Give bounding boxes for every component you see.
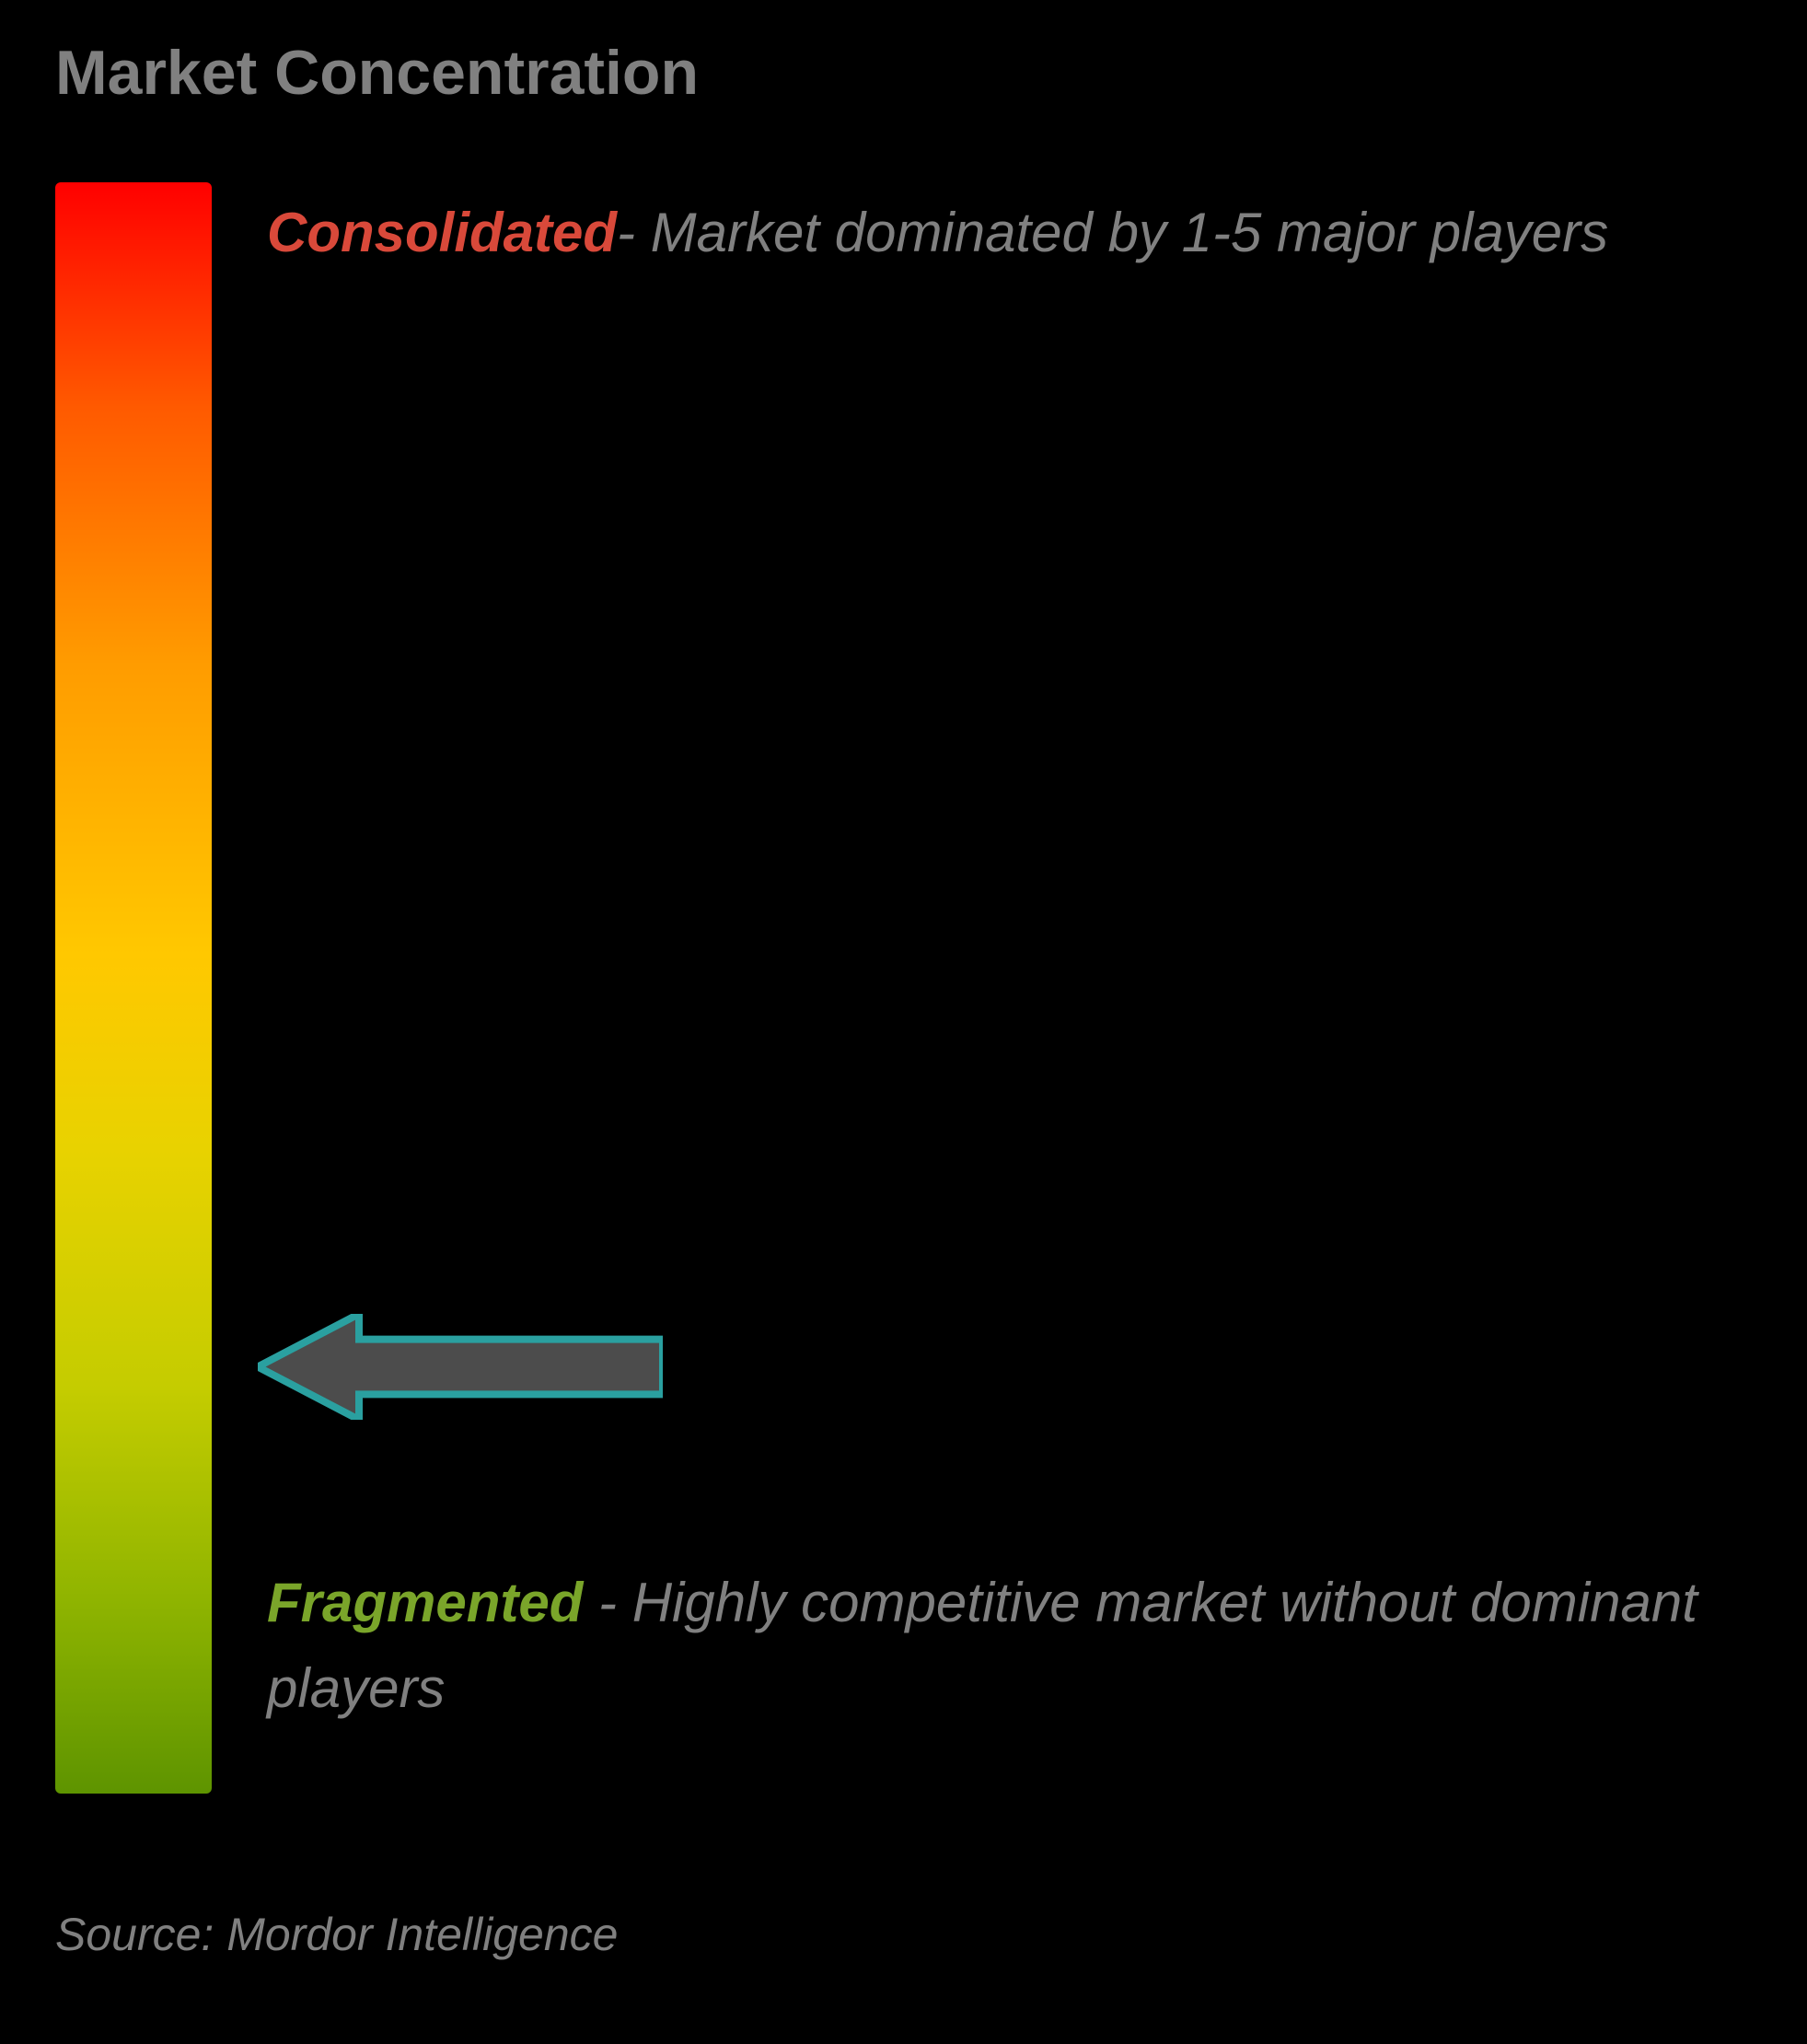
concentration-gradient-bar: [55, 182, 212, 1794]
consolidated-term: Consolidated: [267, 202, 617, 263]
chart-title: Market Concentration: [55, 37, 1761, 109]
fragmented-label: Fragmented - Highly competitive market w…: [267, 1560, 1724, 1731]
arrow-left-icon: [258, 1314, 663, 1420]
source-name: Mordor Intelligence: [226, 1909, 618, 1960]
labels-column: Consolidated- Market dominated by 1-5 ma…: [267, 182, 1761, 1794]
source-prefix: Source:: [55, 1909, 226, 1960]
fragmented-term: Fragmented: [267, 1572, 583, 1633]
position-indicator-arrow: [258, 1314, 663, 1424]
infographic-container: Market Concentration Consolidated- Marke…: [0, 0, 1807, 2044]
source-attribution: Source: Mordor Intelligence: [55, 1908, 618, 1961]
consolidated-label: Consolidated- Market dominated by 1-5 ma…: [267, 190, 1724, 275]
consolidated-description: - Market dominated by 1-5 major players: [617, 202, 1608, 263]
content-area: Consolidated- Market dominated by 1-5 ma…: [55, 182, 1761, 1794]
